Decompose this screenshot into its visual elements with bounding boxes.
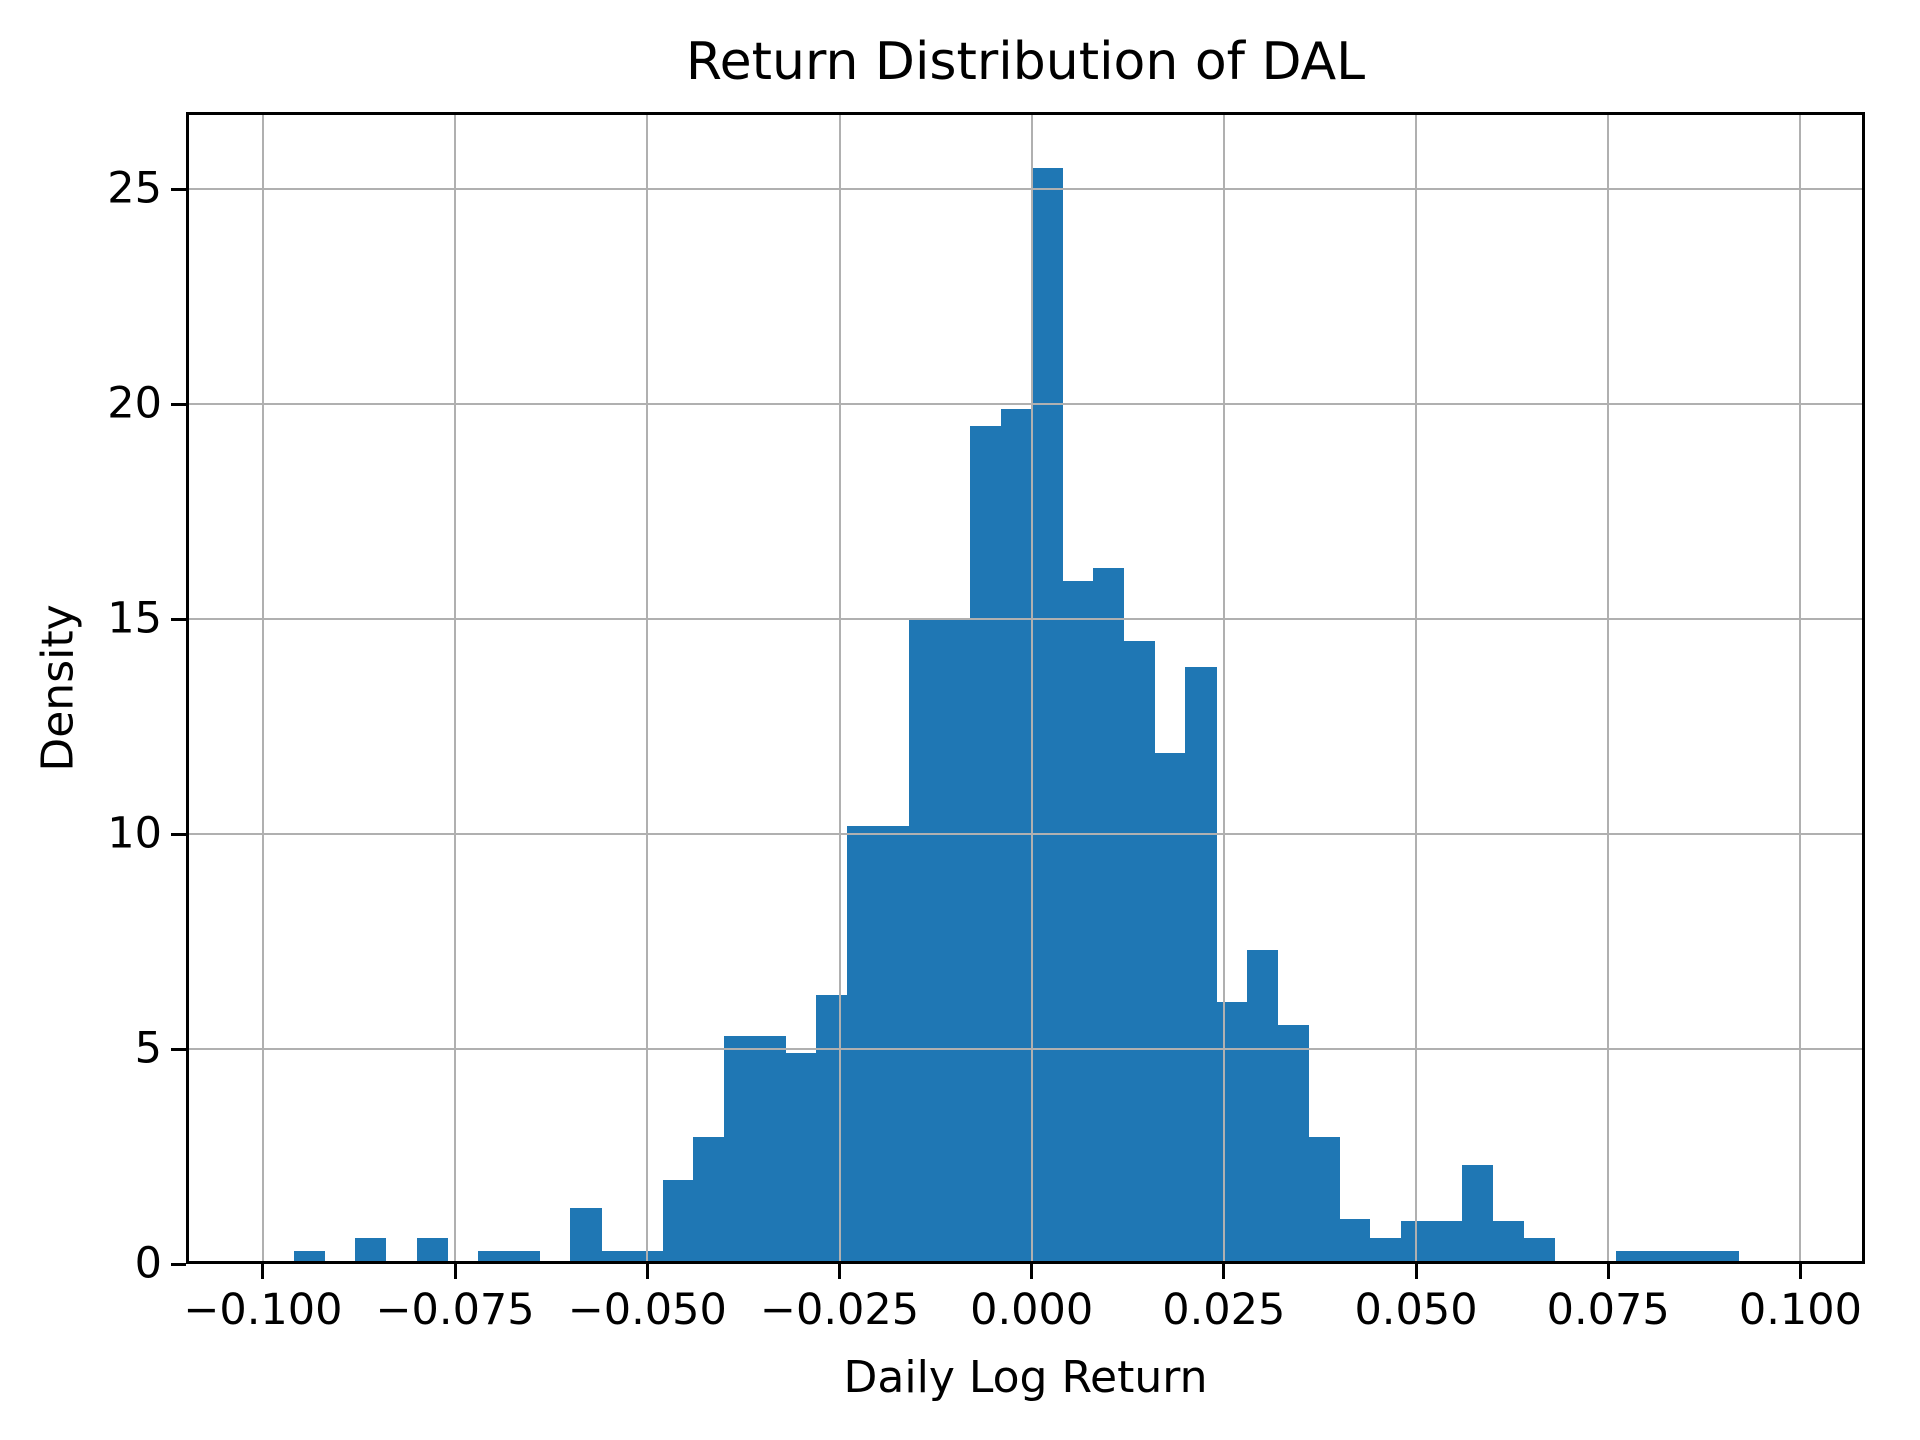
histogram-bar [1277,1025,1309,1264]
histogram-bar [1369,1238,1402,1264]
histogram-bar [1462,1165,1494,1264]
horizontal-gridline [186,1048,1865,1051]
histogram-bar [570,1208,602,1264]
histogram-bar [662,1180,694,1264]
x-tick-mark [1030,1264,1034,1279]
vertical-gridline [261,112,264,1264]
histogram-bar [877,825,910,1264]
histogram-bar [508,1251,541,1264]
vertical-gridline [1415,112,1417,1264]
y-tick-label: 0 [134,1238,162,1289]
histogram-bar [355,1238,387,1264]
histogram-bar [1000,408,1033,1264]
histogram-bar [1615,1251,1648,1264]
y-tick-mark [171,832,186,836]
x-tick-label: 0.075 [1546,1285,1670,1335]
horizontal-gridline [186,833,1865,836]
histogram-bar [970,425,1002,1264]
histogram-bar [724,1036,756,1264]
x-tick-label: 0.050 [1354,1285,1478,1335]
histogram-bar [1708,1251,1740,1264]
histogram-bar [1646,1251,1678,1264]
x-tick-mark [1798,1264,1802,1279]
x-tick-mark [1222,1264,1226,1279]
y-tick-label: 10 [107,808,162,859]
histogram-bar [785,1053,817,1264]
x-tick-label: −0.100 [183,1285,343,1335]
y-tick-label: 25 [107,163,162,214]
y-axis-label: Density [32,604,84,772]
histogram-bar [1216,1001,1248,1264]
histogram-bar [293,1251,325,1264]
histogram-bar [601,1251,633,1264]
histogram-bar [478,1251,510,1264]
histogram-bar [1154,752,1186,1264]
x-tick-mark [838,1264,841,1279]
vertical-gridline [454,112,457,1264]
vertical-gridline [1799,112,1802,1264]
x-tick-mark [453,1264,457,1279]
histogram-bar [1062,580,1094,1264]
vertical-gridline [646,112,649,1264]
y-tick-mark [171,187,186,191]
x-tick-label: 0.100 [1738,1285,1862,1335]
histogram-bar [939,619,971,1264]
x-tick-mark [645,1264,649,1279]
x-tick-mark [261,1264,265,1279]
y-tick-label: 20 [107,378,162,429]
horizontal-gridline [186,618,1865,621]
histogram-bar [1492,1221,1525,1264]
x-tick-label: 0.025 [1162,1285,1286,1335]
x-tick-label: −0.075 [375,1285,535,1335]
vertical-gridline [1222,112,1225,1264]
histogram-bar [1339,1218,1371,1264]
histogram-bar [1677,1251,1709,1264]
chart-title: Return Distribution of DAL [685,32,1366,92]
histogram-bar [1093,567,1125,1264]
vertical-gridline [1607,112,1610,1264]
y-tick-mark [171,402,186,406]
y-tick-mark [171,1262,186,1266]
x-axis-label: Daily Log Return [843,1352,1208,1403]
y-tick-mark [171,617,186,621]
x-tick-label: −0.050 [567,1285,727,1335]
histogram-bar [754,1036,787,1264]
histogram-bar [908,619,940,1264]
horizontal-gridline [186,403,1865,406]
horizontal-gridline [186,188,1865,191]
histogram-bar [1431,1221,1463,1264]
histogram-bar [1031,167,1063,1264]
plot-area [186,112,1865,1264]
x-tick-label: 0.000 [970,1285,1094,1335]
y-tick-label: 5 [134,1023,162,1074]
y-tick-mark [171,1047,186,1051]
x-tick-mark [1414,1264,1418,1279]
histogram-bar [693,1137,725,1264]
histogram-bar [1185,666,1217,1264]
vertical-gridline [838,112,841,1264]
x-tick-mark [1606,1264,1610,1279]
x-tick-label: −0.025 [759,1285,920,1335]
y-tick-label: 15 [107,593,162,644]
histogram-bar [416,1238,448,1264]
histogram-bar [816,995,848,1264]
vertical-gridline [1030,112,1033,1264]
histogram-bar [1308,1137,1340,1264]
histogram-bar [1523,1238,1555,1264]
histogram-bar [1123,640,1156,1264]
histogram-bar [1246,950,1279,1264]
histogram-bar [847,825,879,1264]
